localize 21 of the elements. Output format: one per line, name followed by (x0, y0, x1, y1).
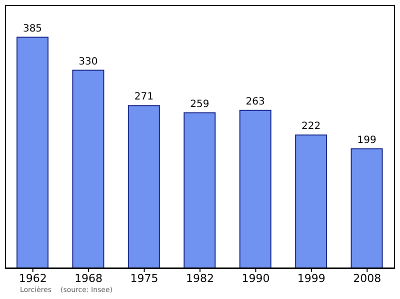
data-label: 259 (190, 98, 210, 110)
bar (184, 112, 216, 268)
data-label: 385 (22, 23, 42, 34)
x-tick-label: 1990 (242, 272, 270, 285)
data-label: 263 (246, 96, 265, 108)
data-label: 199 (357, 134, 376, 146)
data-label: 330 (78, 56, 98, 68)
bar (72, 70, 104, 268)
x-tick-label: 2008 (353, 272, 382, 285)
x-tick-label: 1982 (186, 272, 214, 285)
data-label: 271 (134, 92, 154, 103)
x-tick-label: 1999 (297, 272, 326, 285)
bar (350, 148, 383, 268)
data-label: 222 (302, 120, 321, 132)
bar (295, 134, 328, 268)
bar (128, 105, 160, 268)
x-tick-label: 1962 (18, 272, 47, 285)
x-tick-label: 1968 (74, 272, 103, 285)
bar (16, 36, 48, 268)
bar (239, 110, 272, 268)
x-tick-label: 1975 (130, 272, 158, 285)
